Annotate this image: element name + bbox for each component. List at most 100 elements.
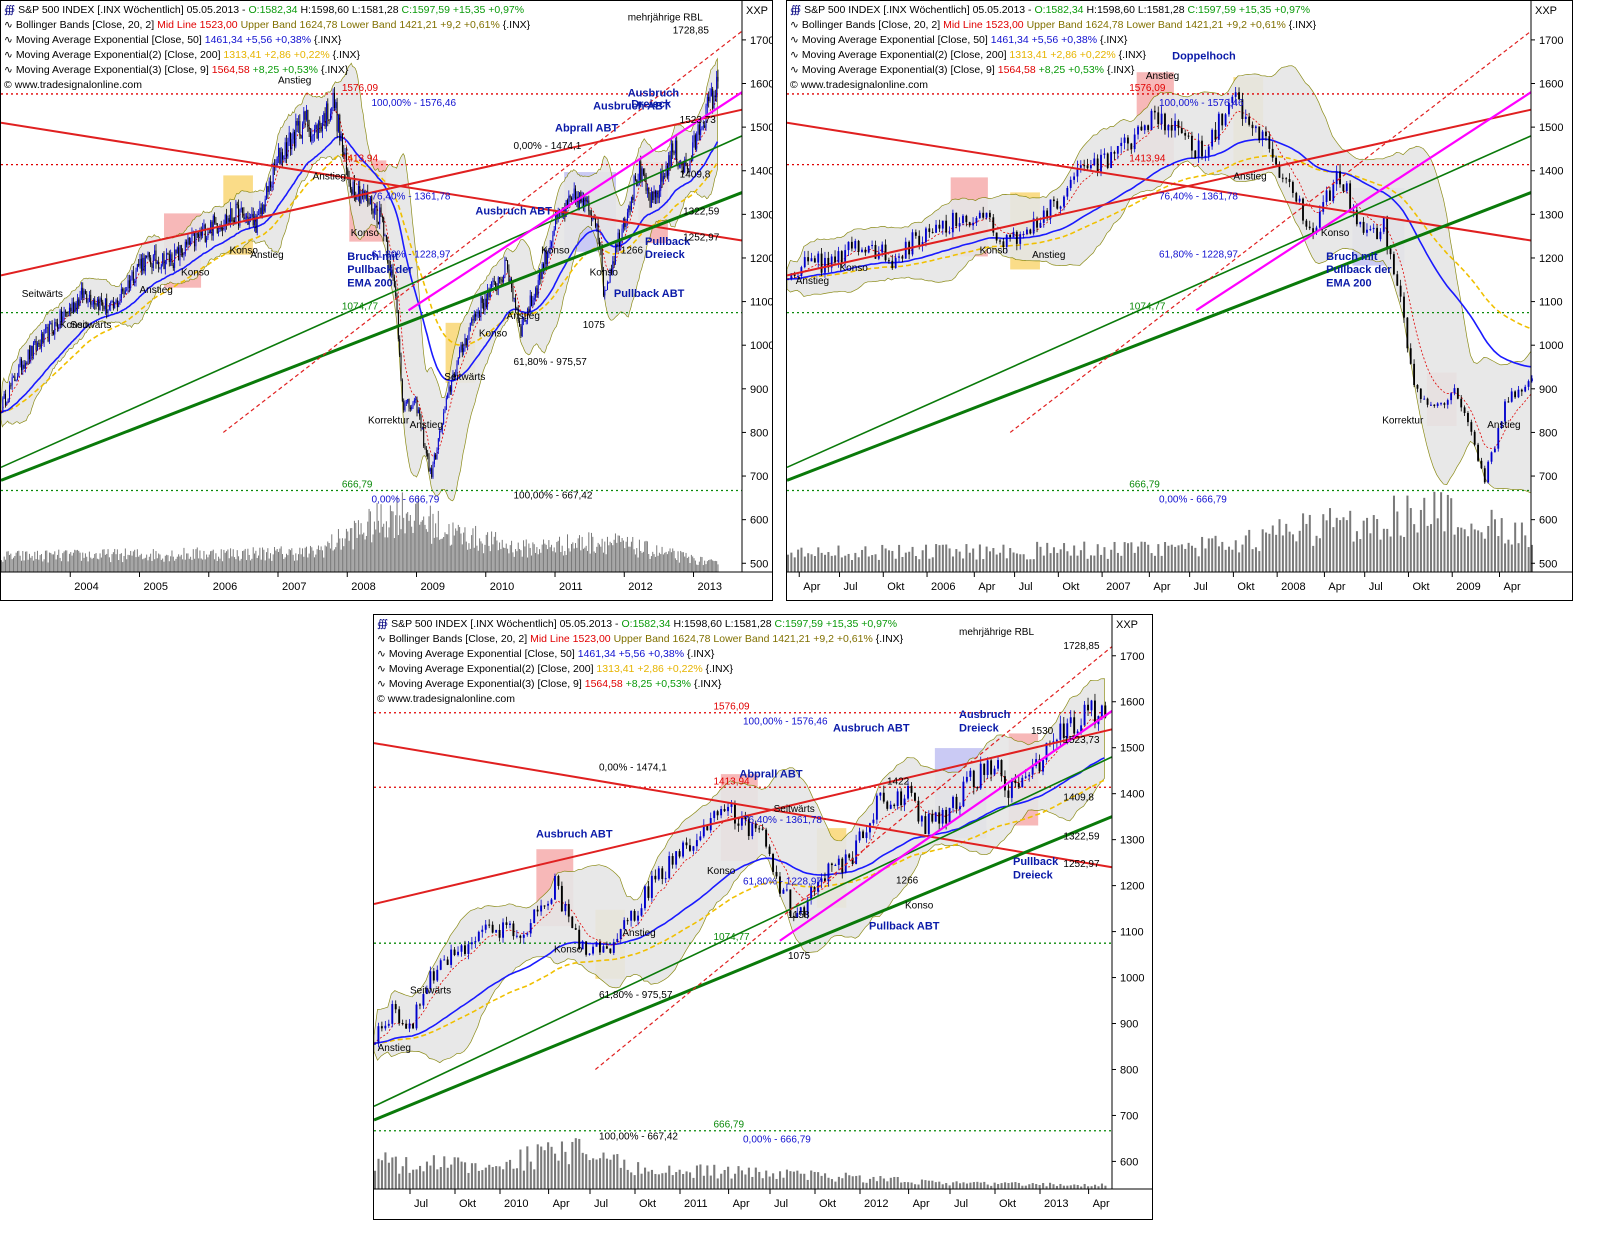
x-tick-label: 2010: [490, 581, 514, 593]
candle-body: [1248, 116, 1251, 125]
y-tick-label: 1400: [1539, 166, 1563, 178]
volume-bar: [1143, 541, 1146, 572]
candle-body: [62, 316, 64, 322]
annotation: Konso: [840, 263, 869, 274]
candle-body: [235, 203, 237, 225]
volume-bar: [779, 1171, 782, 1189]
candle-body: [1170, 125, 1173, 131]
volume-bar: [1507, 539, 1510, 572]
candle-body: [415, 1004, 418, 1029]
volume-bar: [369, 511, 371, 572]
volume-bar: [107, 549, 109, 572]
volume-bar: [477, 1170, 480, 1189]
volume-bar: [515, 1168, 519, 1189]
candle-body: [1349, 183, 1352, 211]
level-label: 666,79: [342, 480, 373, 491]
candle-body: [176, 247, 178, 254]
candle-body: [527, 308, 529, 320]
candle-body: [51, 323, 53, 332]
candle-body: [475, 314, 477, 317]
volume-bar: [654, 1173, 657, 1189]
volume-bar: [599, 1158, 602, 1189]
x-tick-label: 2005: [144, 581, 168, 593]
volume-bar: [841, 1178, 844, 1189]
candle-body: [377, 221, 379, 224]
volume-bar: [666, 554, 668, 572]
volume-bar: [124, 548, 126, 572]
x-tick-label: 2013: [1044, 1198, 1068, 1210]
volume-bar: [557, 1160, 560, 1189]
candle-body: [567, 904, 570, 917]
volume-bar: [972, 1182, 975, 1189]
price-chart[interactable]: XXP5006007008009001000110012001300140015…: [1, 1, 772, 600]
candle-body: [1073, 176, 1075, 180]
annotation: Doppelhoch: [1172, 51, 1236, 63]
candle-body: [171, 254, 173, 266]
volume-bar: [275, 550, 277, 572]
candle-body: [439, 960, 442, 970]
volume-bar: [564, 1151, 567, 1189]
volume-bar: [1201, 536, 1204, 572]
volume-bar: [488, 1164, 491, 1189]
candle-body: [232, 220, 234, 222]
volume-bar: [665, 551, 667, 572]
candle-body: [324, 113, 326, 127]
volume-bar: [443, 1156, 446, 1189]
candle-body: [436, 969, 439, 981]
volume-bar: [529, 547, 531, 572]
candle-body: [1308, 226, 1311, 229]
candle-body: [737, 823, 740, 826]
volume-bar: [1097, 1186, 1100, 1189]
volume-bar: [813, 555, 816, 572]
volume-bar: [515, 549, 517, 572]
volume-bar: [507, 548, 509, 572]
volume-bar: [379, 532, 381, 572]
candle-body: [545, 249, 547, 265]
volume-bar: [114, 548, 116, 572]
candle-body: [355, 196, 357, 200]
volume-bar: [174, 560, 176, 572]
candle-body: [1285, 178, 1288, 180]
candle-body: [928, 228, 931, 232]
x-tick-label: Apr: [978, 581, 995, 593]
volume-bar: [1325, 520, 1328, 572]
volume-bar: [166, 554, 168, 572]
volume-bar: [1409, 508, 1412, 572]
volume-bar: [266, 552, 268, 572]
candle-body: [533, 909, 536, 924]
volume-bar: [422, 1171, 425, 1189]
candle-body: [792, 915, 795, 918]
fib-label: 61,80% - 1228,97: [1159, 249, 1238, 260]
candle-body: [258, 213, 260, 215]
volume-bar: [931, 1180, 934, 1189]
candle-body: [1386, 216, 1389, 249]
volume-bar: [1160, 555, 1163, 572]
volume-bar: [451, 544, 453, 572]
candle-body: [669, 155, 671, 166]
price-chart[interactable]: XXP5006007008009001000110012001300140015…: [787, 1, 1572, 600]
volume-bar: [271, 560, 273, 572]
annotation: 1728,85: [673, 25, 710, 36]
candle-body: [717, 76, 719, 82]
volume-bar: [712, 560, 714, 572]
volume-bar: [155, 551, 157, 572]
x-tick-label: Jul: [844, 581, 858, 593]
volume-bar: [1355, 531, 1358, 572]
candle-body: [1056, 201, 1059, 209]
price-chart[interactable]: XXP6007008009001000110012001300140015001…: [374, 615, 1152, 1219]
volume-bar: [182, 559, 184, 572]
candle-body: [879, 792, 882, 796]
volume-bar: [416, 502, 418, 572]
volume-bar: [441, 538, 443, 572]
candle-body: [287, 141, 289, 158]
volume-bar: [1345, 520, 1348, 572]
volume-bar: [690, 554, 692, 572]
candle-body: [1342, 184, 1345, 192]
level-label: 1074,77: [1129, 302, 1166, 313]
candle-body: [927, 813, 930, 834]
volume-bar: [492, 544, 494, 572]
annotation: Konso: [1321, 228, 1350, 239]
volume-bar: [1217, 546, 1220, 572]
volume-bar: [1520, 522, 1523, 572]
volume-bar: [1288, 531, 1291, 572]
